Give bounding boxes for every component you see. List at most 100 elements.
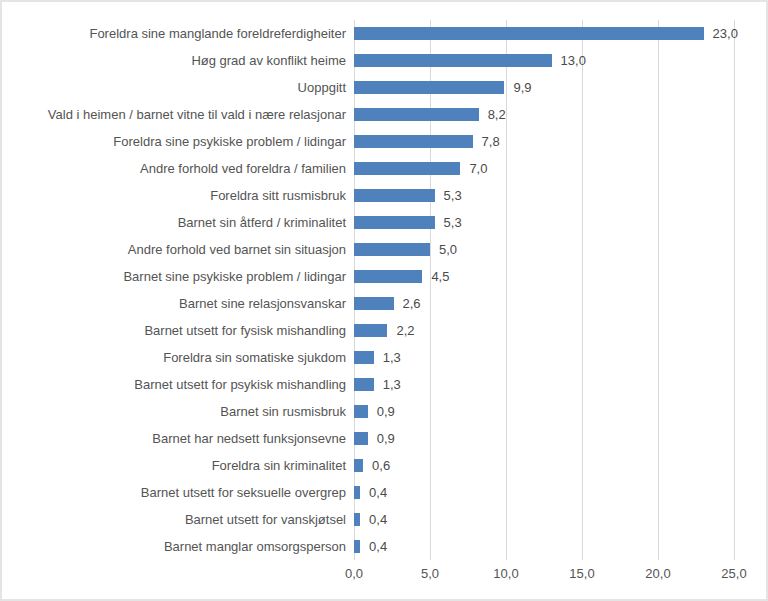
bar-track: 0,4 xyxy=(354,506,734,533)
x-axis-tick-label: 5,0 xyxy=(421,566,439,581)
bar-row: Andre forhold ved foreldra / familien 7,0 xyxy=(2,155,734,182)
value-label: 1,3 xyxy=(383,350,401,365)
bar xyxy=(354,540,360,553)
category-label: Barnet utsett for seksuelle overgrep xyxy=(2,485,354,500)
bar-track: 0,9 xyxy=(354,425,734,452)
bar-track: 0,4 xyxy=(354,479,734,506)
bar xyxy=(354,297,394,310)
bar-row: Barnet manglar omsorgsperson 0,4 xyxy=(2,533,734,560)
value-label: 0,4 xyxy=(369,512,387,527)
category-label: Andre forhold ved barnet sin situasjon xyxy=(2,242,354,257)
bar-row: Barnet har nedsett funksjonsevne 0,9 xyxy=(2,425,734,452)
category-label: Foreldra sine manglande foreldreferdighe… xyxy=(2,26,354,41)
value-label: 9,9 xyxy=(513,80,531,95)
category-label: Foreldra sin kriminalitet xyxy=(2,458,354,473)
value-label: 1,3 xyxy=(383,377,401,392)
category-label: Barnet sin åtferd / kriminalitet xyxy=(2,215,354,230)
bar xyxy=(354,54,552,67)
bar xyxy=(354,432,368,445)
bar-track: 1,3 xyxy=(354,344,734,371)
bar xyxy=(354,108,479,121)
bar-track: 5,3 xyxy=(354,209,734,236)
bar xyxy=(354,216,435,229)
value-label: 2,2 xyxy=(396,323,414,338)
bar-track: 1,3 xyxy=(354,371,734,398)
bar-track: 4,5 xyxy=(354,263,734,290)
bar-track: 0,4 xyxy=(354,533,734,560)
bar-rows: Foreldra sine manglande foreldreferdighe… xyxy=(2,20,734,560)
category-label: Barnet sine relasjonsvanskar xyxy=(2,296,354,311)
bar-row: Barnet sine relasjonsvanskar 2,6 xyxy=(2,290,734,317)
bar-track: 9,9 xyxy=(354,74,734,101)
bar xyxy=(354,135,473,148)
bar-row: Foreldra sitt rusmisbruk 5,3 xyxy=(2,182,734,209)
category-label: Foreldra sitt rusmisbruk xyxy=(2,188,354,203)
bar-row: Barnet utsett for psykisk mishandling1,3 xyxy=(2,371,734,398)
bar xyxy=(354,162,460,175)
chart-frame: Foreldra sine manglande foreldreferdighe… xyxy=(0,0,768,601)
bar-track: 0,6 xyxy=(354,452,734,479)
value-label: 2,6 xyxy=(403,296,421,311)
x-axis-tick-label: 25,0 xyxy=(721,566,746,581)
bar xyxy=(354,270,422,283)
category-label: Foreldra sin somatiske sjukdom xyxy=(2,350,354,365)
bar-row: Andre forhold ved barnet sin situasjon 5,… xyxy=(2,236,734,263)
category-label: Uoppgitt xyxy=(2,80,354,95)
bar xyxy=(354,243,430,256)
bar-row: Barnet utsett for fysisk mishandling 2,2 xyxy=(2,317,734,344)
bar-row: Foreldra sin kriminalitet 0,6 xyxy=(2,452,734,479)
category-label: Høg grad av konflikt heime xyxy=(2,53,354,68)
bar-row: Foreldra sine manglande foreldreferdighe… xyxy=(2,20,734,47)
bar xyxy=(354,378,374,391)
category-label: Barnet har nedsett funksjonsevne xyxy=(2,431,354,446)
category-label: Vald i heimen / barnet vitne til vald i … xyxy=(2,107,354,122)
bar-track: 5,0 xyxy=(354,236,734,263)
gridline xyxy=(734,20,735,560)
x-axis-tick-label: 15,0 xyxy=(569,566,594,581)
bar xyxy=(354,81,504,94)
bar xyxy=(354,351,374,364)
bar-row: Foreldra sine psykiske problem / lidinga… xyxy=(2,128,734,155)
bar-row: Uoppgitt 9,9 xyxy=(2,74,734,101)
value-label: 8,2 xyxy=(488,107,506,122)
bar-row: Barnet utsett for seksuelle overgrep0,4 xyxy=(2,479,734,506)
bar-track: 23,0 xyxy=(354,20,734,47)
bar-track: 2,2 xyxy=(354,317,734,344)
bar-row: Vald i heimen / barnet vitne til vald i … xyxy=(2,101,734,128)
value-label: 5,3 xyxy=(444,188,462,203)
bar-row: Barnet sin åtferd / kriminalitet 5,3 xyxy=(2,209,734,236)
category-label: Foreldra sine psykiske problem / lidinga… xyxy=(2,134,354,149)
value-label: 0,6 xyxy=(372,458,390,473)
bar-track: 8,2 xyxy=(354,101,734,128)
bar xyxy=(354,513,360,526)
bar-row: Barnet utsett for vanskjøtsel 0,4 xyxy=(2,506,734,533)
value-label: 4,5 xyxy=(431,269,449,284)
category-label: Andre forhold ved foreldra / familien xyxy=(2,161,354,176)
bar-row: Foreldra sin somatiske sjukdom 1,3 xyxy=(2,344,734,371)
bar-track: 0,9 xyxy=(354,398,734,425)
bar xyxy=(354,459,363,472)
bar-track: 7,8 xyxy=(354,128,734,155)
x-axis: 0,05,010,015,020,025,0 xyxy=(354,566,734,584)
value-label: 5,0 xyxy=(439,242,457,257)
value-label: 5,3 xyxy=(444,215,462,230)
category-label: Barnet manglar omsorgsperson xyxy=(2,539,354,554)
category-label: Barnet utsett for vanskjøtsel xyxy=(2,512,354,527)
bar xyxy=(354,486,360,499)
x-axis-tick-label: 0,0 xyxy=(345,566,363,581)
value-label: 0,4 xyxy=(369,539,387,554)
bar-track: 2,6 xyxy=(354,290,734,317)
bar xyxy=(354,27,704,40)
bar-track: 5,3 xyxy=(354,182,734,209)
bar-row: Høg grad av konflikt heime13,0 xyxy=(2,47,734,74)
value-label: 0,9 xyxy=(377,404,395,419)
value-label: 7,0 xyxy=(469,161,487,176)
category-label: Barnet utsett for fysisk mishandling xyxy=(2,323,354,338)
bar xyxy=(354,189,435,202)
bar-track: 13,0 xyxy=(354,47,734,74)
value-label: 0,9 xyxy=(377,431,395,446)
bar xyxy=(354,405,368,418)
x-axis-tick-label: 10,0 xyxy=(493,566,518,581)
category-label: Barnet sin rusmisbruk xyxy=(2,404,354,419)
x-axis-tick-label: 20,0 xyxy=(645,566,670,581)
